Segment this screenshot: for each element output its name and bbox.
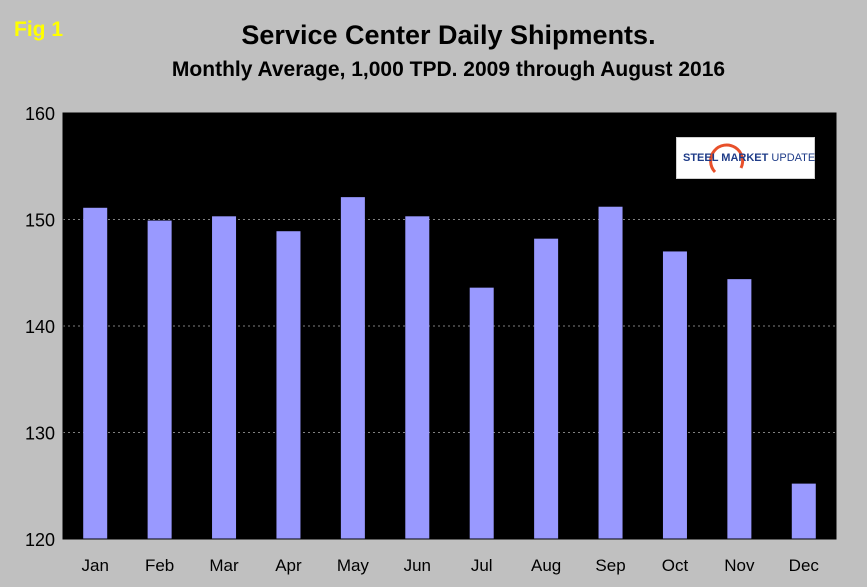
bar-sep xyxy=(598,206,623,539)
x-tick-label: May xyxy=(337,556,370,575)
bar-aug xyxy=(534,238,559,540)
x-tick-label: Aug xyxy=(531,556,561,575)
steel-market-update-logo: STEEL MARKET UPDATE xyxy=(676,137,815,179)
gridlines xyxy=(63,219,836,433)
chart-subtitle: Monthly Average, 1,000 TPD. 2009 through… xyxy=(171,58,726,81)
x-tick-label: Mar xyxy=(209,556,239,575)
bar-oct xyxy=(662,251,687,539)
y-axis-ticks: 120 130 140 150 160 xyxy=(25,104,55,550)
x-tick-label: Sep xyxy=(595,556,625,575)
x-tick-label: Apr xyxy=(275,556,302,575)
y-tick-label: 150 xyxy=(25,211,55,231)
bar-jul xyxy=(469,287,494,539)
y-tick-label: 130 xyxy=(25,424,55,444)
x-axis-ticks: Jan Feb Mar Apr May Jun Jul Aug Sep Oct Nov Dec xyxy=(81,556,819,575)
x-tick-label: Jan xyxy=(81,556,108,575)
bar-feb xyxy=(147,220,172,539)
chart-title: Service Center Daily Shipments. xyxy=(241,20,656,50)
bar-apr xyxy=(276,231,301,539)
x-tick-label: Jun xyxy=(404,556,431,575)
logo-swoosh-icon xyxy=(709,143,745,174)
bar-jan xyxy=(83,207,108,539)
bar-may xyxy=(340,197,365,539)
x-tick-label: Jul xyxy=(471,556,493,575)
logo-text: STEEL MARKET UPDATE xyxy=(683,152,816,164)
x-tick-label: Nov xyxy=(724,556,755,575)
x-tick-label: Feb xyxy=(145,556,174,575)
bar-dec xyxy=(791,483,816,539)
figure-label: Fig 1 xyxy=(14,18,64,41)
bar-jun xyxy=(405,216,430,539)
bar-nov xyxy=(727,279,752,539)
y-tick-label: 140 xyxy=(25,317,55,337)
x-tick-label: Dec xyxy=(789,556,820,575)
x-tick-label: Oct xyxy=(662,556,689,575)
y-tick-label: 120 xyxy=(25,530,55,550)
bar-mar xyxy=(212,216,237,539)
y-tick-label: 160 xyxy=(25,104,55,124)
plot-border xyxy=(62,112,837,540)
bars xyxy=(83,197,816,540)
